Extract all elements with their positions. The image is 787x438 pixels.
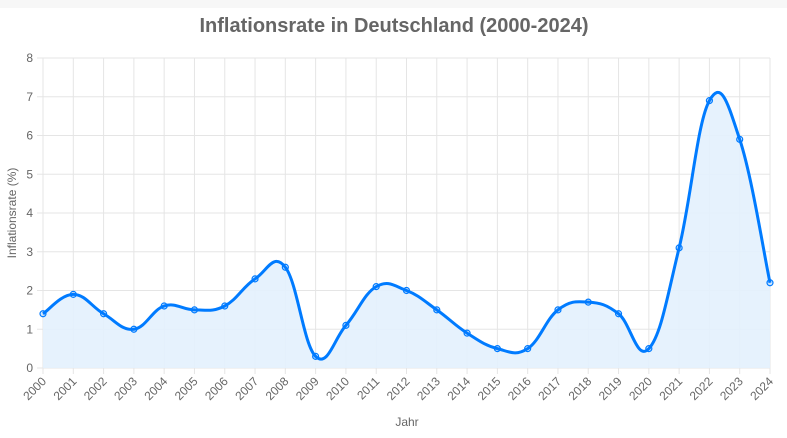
data-point [160,302,168,310]
y-tick-label: 5 [26,167,33,181]
data-point [614,310,623,318]
y-tick-label: 1 [26,322,33,336]
y-axis-label: Inflationsrate (%) [5,168,19,259]
area-fill [43,92,770,368]
data-point [584,298,592,306]
data-point [433,306,441,314]
x-tick-label: 2016 [505,374,534,403]
data-point [736,135,744,143]
data-point [402,286,411,295]
x-tick-label: 2018 [566,374,595,403]
y-tick-label: 6 [26,129,33,143]
data-point [312,352,320,360]
x-tick-label: 2009 [293,374,322,403]
x-tick-label: 2000 [20,374,49,403]
x-tick-label: 2003 [111,374,140,403]
x-axis-label: Jahr [395,415,418,429]
x-tick-label: 2010 [323,374,352,403]
x-tick-label: 2011 [354,374,382,402]
data-point [251,275,259,283]
x-tick-label: 2021 [656,374,685,403]
chart-title: Inflationsrate in Deutschland (2000-2024… [199,15,588,37]
data-point [705,97,714,105]
y-tick-label: 0 [26,361,33,375]
data-point [675,244,683,252]
y-tick-label: 8 [26,51,33,65]
x-tick-label: 2014 [444,374,473,403]
data-point [69,290,77,298]
series-line [42,91,772,361]
data-point [645,345,653,353]
y-tick-label: 3 [26,245,33,259]
data-point [99,310,108,318]
y-tick-label: 7 [26,90,33,104]
data-point [766,279,774,287]
x-tick-label: 2019 [596,374,625,403]
x-tick-label: 2017 [535,374,564,403]
x-tick-label: 2001 [51,374,80,403]
x-tick-label: 2015 [475,374,504,403]
data-point [281,263,289,271]
x-tick-label: 2012 [384,374,413,403]
x-tick-label: 2022 [687,374,716,403]
x-tick-label: 2004 [142,374,171,403]
data-point [190,306,199,314]
x-tick-label: 2008 [263,374,292,403]
y-tick-label: 2 [26,284,33,298]
data-point [130,325,138,333]
x-tick-label: 2006 [202,374,231,403]
y-tick-label: 4 [26,206,33,220]
x-tick-label: 2002 [81,374,110,403]
data-point [342,321,350,329]
x-tick-label: 2005 [172,374,201,403]
x-tick-label: 2013 [414,374,443,403]
data-point [463,329,471,337]
x-tick-label: 2020 [626,374,655,403]
data-point [39,310,47,318]
data-point [372,283,380,291]
data-point [524,345,532,353]
x-tick-label: 2023 [717,374,746,403]
data-point [493,345,501,353]
data-point [554,306,562,314]
data-point [221,302,229,310]
x-tick-label: 2024 [747,374,776,403]
x-tick-label: 2007 [232,374,261,403]
